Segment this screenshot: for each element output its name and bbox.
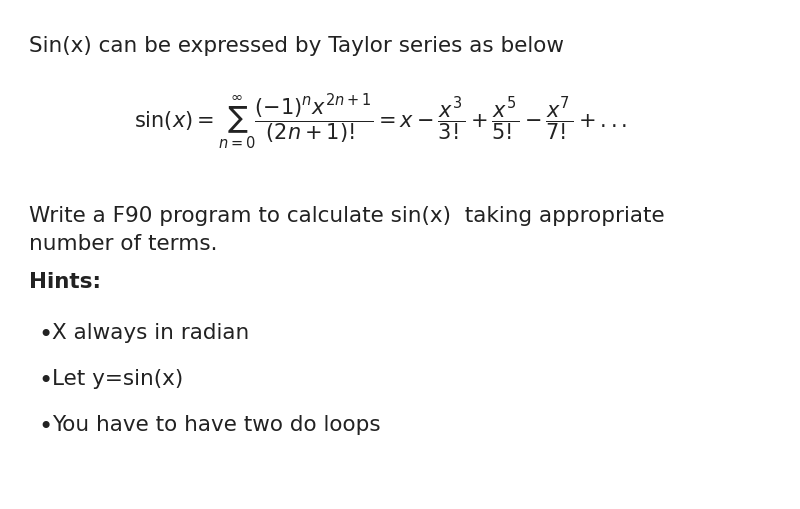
Text: •: • <box>38 323 52 347</box>
Text: Write a F90 program to calculate sin(x)  taking appropriate
number of terms.: Write a F90 program to calculate sin(x) … <box>29 206 665 254</box>
Text: X always in radian: X always in radian <box>52 323 249 343</box>
Text: Sin(x) can be expressed by Taylor series as below: Sin(x) can be expressed by Taylor series… <box>29 36 564 55</box>
Text: You have to have two do loops: You have to have two do loops <box>52 415 380 435</box>
Text: Hints:: Hints: <box>29 272 101 292</box>
Text: $\sin(x) = \sum_{n=0}^{\infty} \dfrac{(-1)^n x^{2n+1}}{(2n+1)!} = x - \dfrac{x^3: $\sin(x) = \sum_{n=0}^{\infty} \dfrac{(-… <box>134 93 627 151</box>
Text: Let y=sin(x): Let y=sin(x) <box>52 369 183 389</box>
Text: •: • <box>38 415 52 439</box>
Text: •: • <box>38 369 52 393</box>
